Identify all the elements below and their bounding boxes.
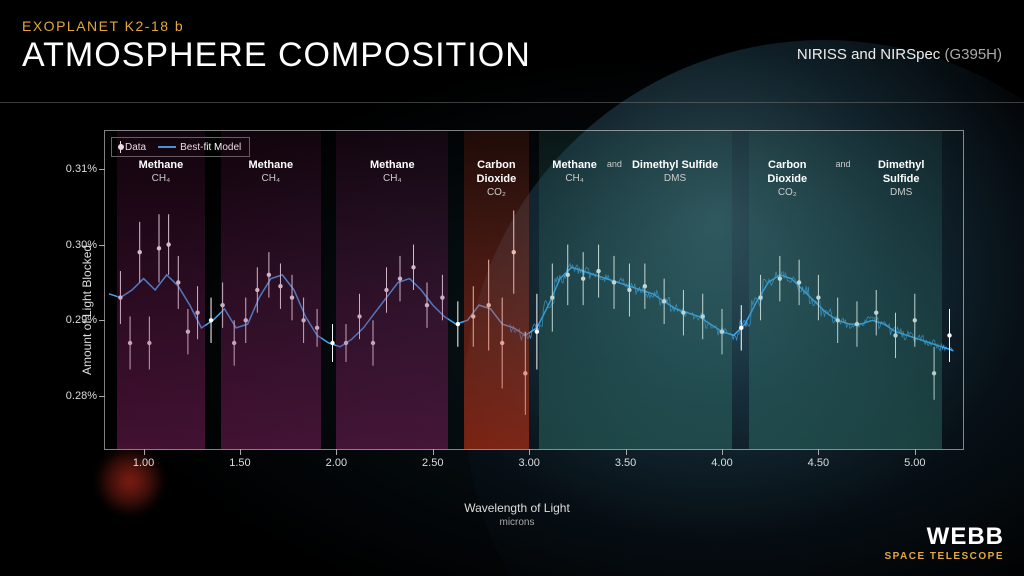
absorption-band: MethaneCH₄ [117, 131, 206, 449]
y-tick-label: 0.28% [66, 390, 97, 402]
y-tick [99, 245, 105, 246]
y-tick-label: 0.31% [66, 163, 97, 175]
x-tick [529, 449, 530, 455]
band-label: Carbon DioxideCO₂andDimethyl SulfideDMS [749, 159, 942, 199]
x-tick-label: 2.00 [326, 457, 347, 469]
x-tick-label: 2.50 [422, 457, 443, 469]
y-tick [99, 169, 105, 170]
y-tick [99, 320, 105, 321]
x-tick [915, 449, 916, 455]
band-label: MethaneCH₄ [221, 159, 321, 185]
y-tick-label: 0.30% [66, 239, 97, 251]
x-tick-label: 3.00 [518, 457, 539, 469]
x-axis-label-text: Wavelength of Light [464, 501, 570, 515]
data-point [739, 305, 743, 350]
absorption-band: Carbon DioxideCO₂ [464, 131, 530, 449]
x-axis-unit: microns [464, 517, 570, 528]
x-tick [144, 449, 145, 455]
x-tick-label: 4.50 [808, 457, 829, 469]
band-label: MethaneCH₄ [336, 159, 448, 185]
x-tick [818, 449, 819, 455]
x-tick [722, 449, 723, 455]
instrument-detail: (G395H) [944, 46, 1002, 63]
data-point [209, 298, 213, 343]
data-point [330, 324, 334, 362]
header: EXOPLANET K2-18 b ATMOSPHERE COMPOSITION… [22, 18, 1002, 75]
logo-line2: SPACE TELESCOPE [884, 551, 1004, 562]
spectrum-chart: Amount of Light Blocked Wavelength of Li… [70, 130, 964, 490]
x-tick-label: 3.50 [615, 457, 636, 469]
band-label: Carbon DioxideCO₂ [464, 159, 530, 199]
absorption-band: Carbon DioxideCO₂andDimethyl SulfideDMS [749, 131, 942, 449]
y-tick-label: 0.29% [66, 314, 97, 326]
x-tick-label: 1.50 [229, 457, 250, 469]
absorption-band: MethaneCH₄ [336, 131, 448, 449]
logo-line1: WEBB [884, 523, 1004, 551]
data-point [456, 301, 460, 346]
x-tick-label: 1.00 [133, 457, 154, 469]
y-tick [99, 396, 105, 397]
x-tick-label: 5.00 [904, 457, 925, 469]
absorption-band: MethaneCH₄andDimethyl SulfideDMS [539, 131, 732, 449]
x-tick [626, 449, 627, 455]
x-tick [240, 449, 241, 455]
plot-area: Data Best-fit Model MethaneCH₄MethaneCH₄… [104, 130, 964, 450]
y-axis-label: Amount of Light Blocked [80, 245, 94, 375]
absorption-band: MethaneCH₄ [221, 131, 321, 449]
x-tick [336, 449, 337, 455]
data-point [947, 309, 951, 362]
x-tick [433, 449, 434, 455]
band-label: MethaneCH₄ [117, 159, 206, 185]
webb-logo: WEBB SPACE TELESCOPE [884, 523, 1004, 562]
header-divider [0, 102, 1024, 103]
x-axis-label: Wavelength of Light microns [464, 501, 570, 528]
instrument-label: NIRISS and NIRSpec (G395H) [797, 46, 1002, 63]
page-root: EXOPLANET K2-18 b ATMOSPHERE COMPOSITION… [0, 0, 1024, 576]
instrument-main: NIRISS and NIRSpec [797, 46, 940, 63]
band-label: MethaneCH₄andDimethyl SulfideDMS [539, 159, 732, 185]
subtitle: EXOPLANET K2-18 b [22, 18, 1002, 34]
x-tick-label: 4.00 [711, 457, 732, 469]
